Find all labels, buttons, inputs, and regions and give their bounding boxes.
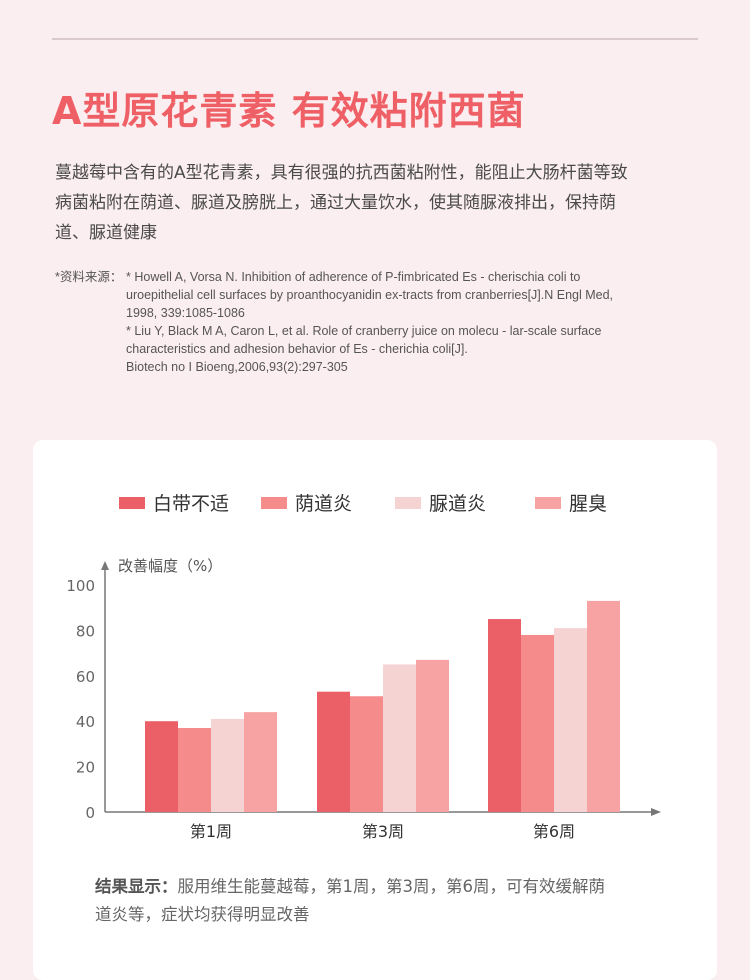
bar [383,664,416,812]
x-tick-label: 第3周 [362,822,404,841]
bar [317,691,350,812]
intro-line-1: 蔓越莓中含有的A型花青素，具有很强的抗西菌粘附性，能阻止大肠杆菌等致 [55,163,628,183]
legend-swatch [395,497,421,509]
bar [488,619,521,812]
bar [350,696,383,812]
legend-swatch [119,497,145,509]
bar [145,721,178,812]
legend-label: 脲道炎 [429,493,486,515]
y-tick-label: 60 [76,668,95,686]
x-tick-label: 第6周 [533,822,575,841]
legend-swatch [261,497,287,509]
y-tick-label: 40 [76,713,95,731]
top-divider [52,38,698,40]
reference-line: 1998, 339:1085-1086 [126,306,245,320]
y-tick-label: 100 [66,577,95,595]
reference-line: * Liu Y, Black M A, Caron L, et al. Role… [126,324,602,338]
y-tick-label: 80 [76,622,95,640]
y-axis-label: 改善幅度（%） [118,557,222,575]
bar [244,712,277,812]
legend-label: 荫道炎 [295,493,352,515]
reference-line: uroepithelial cell surfaces by proanthoc… [126,288,614,302]
bar [178,728,211,812]
bar [416,659,449,812]
result-line-1: 服用维生能蔓越莓，第1周，第3周，第6周，可有效缓解荫 [177,877,606,896]
bar [587,600,620,812]
y-tick-label: 0 [85,804,95,822]
page-title: A型原花青素 有效粘附西菌 [52,89,526,133]
legend-swatch [535,497,561,509]
reference-line: Biotech no I Bioeng,2006,93(2):297-305 [126,360,348,374]
legend-label: 白带不适 [153,493,229,515]
intro-line-2: 病菌粘附在荫道、脲道及膀胱上，通过大量饮水，使其随脲液排出，保持荫 [55,193,616,213]
y-tick-label: 20 [76,759,95,777]
x-tick-label: 第1周 [190,822,232,841]
references-list: * Howell A, Vorsa N. Inhibition of adher… [126,268,701,376]
intro-line-3: 道、脲道健康 [55,223,157,243]
result-summary: 结果显示：服用维生能蔓越莓，第1周，第3周，第6周，可有效缓解荫 道炎等，症状均… [95,873,695,929]
legend-label: 腥臭 [569,493,607,515]
y-axis-arrow [101,561,109,570]
result-label: 结果显示： [95,877,178,896]
references-lead: *资料来源： [55,270,123,284]
bar [554,628,587,812]
bar [211,718,244,812]
result-line-2: 道炎等，症状均获得明显改善 [95,905,310,924]
intro-paragraph: 蔓越莓中含有的A型花青素，具有很强的抗西菌粘附性，能阻止大肠杆菌等致 病菌粘附在… [55,158,700,248]
reference-line: * Howell A, Vorsa N. Inhibition of adher… [126,270,581,284]
reference-line: characteristics and adhesion behavior of… [126,342,468,356]
chart-card: 白带不适 荫道炎 脲道炎 腥臭改善幅度（%） 0 20 40 60 80 100 第1周 第3周 第6周 [33,440,717,980]
bar [521,634,554,812]
x-axis-arrow [651,808,661,816]
